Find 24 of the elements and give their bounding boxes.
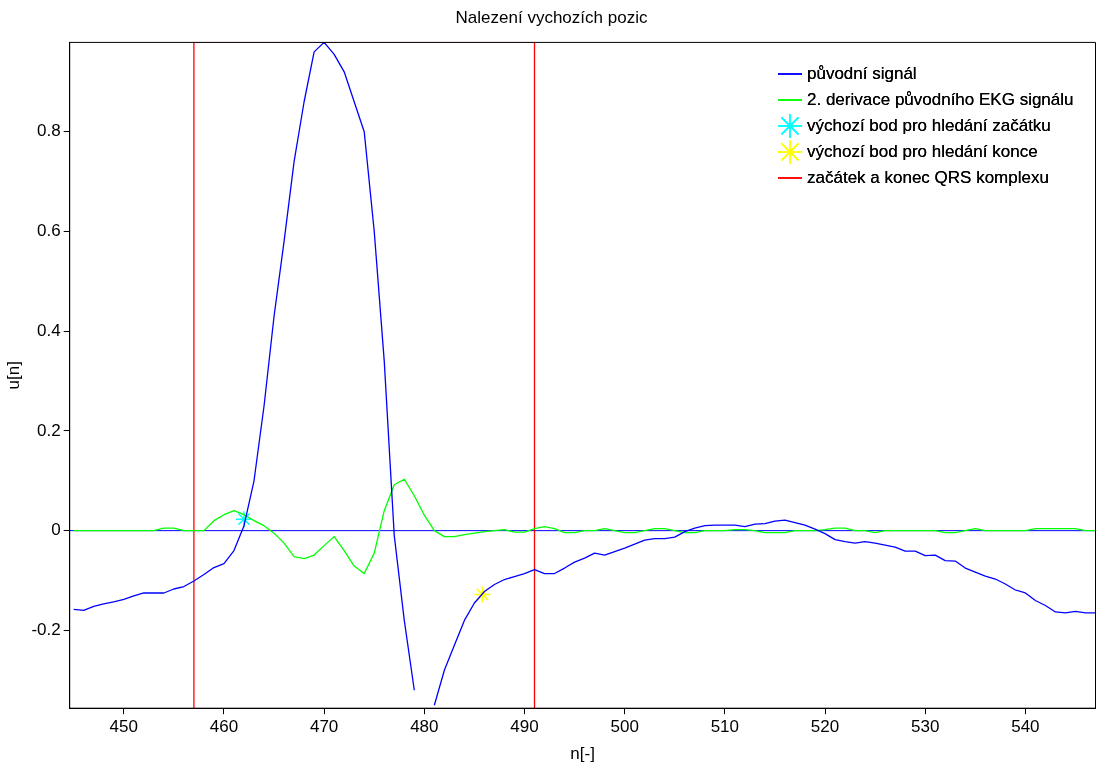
y-tick-label: 0.8 [37, 121, 61, 141]
x-tick-label: 530 [911, 717, 940, 737]
x-tick-label: 500 [610, 717, 639, 737]
chart-title: Nalezení vychozích pozic [455, 7, 648, 27]
y-axis-title: u[n] [3, 361, 23, 390]
legend-label: výchozí bod pro hledání konce [807, 141, 1038, 161]
y-tick-label: 0.4 [37, 320, 61, 340]
x-axis-title: n[-] [570, 744, 595, 764]
legend-label: původní signál [807, 63, 917, 83]
y-tick-label: -0.2 [31, 620, 61, 640]
x-tick-label: 540 [1011, 717, 1040, 737]
legend-label: 2. derivace původního EKG signálu [807, 89, 1074, 109]
y-tick-label: 0.2 [37, 420, 61, 440]
x-tick-label: 510 [710, 717, 740, 737]
legend-label: výchozí bod pro hledání začátku [807, 115, 1051, 135]
x-tick-label: 480 [410, 717, 439, 737]
x-tick-label: 450 [109, 717, 138, 737]
x-tick-label: 490 [510, 717, 539, 737]
y-tick-label: 0.6 [37, 221, 61, 241]
legend-label: začátek a konec QRS komplexu [807, 167, 1049, 187]
x-tick-label: 520 [810, 717, 840, 737]
x-tick-label: 460 [209, 717, 239, 737]
y-tick-label: 0 [51, 520, 61, 540]
x-tick-label: 470 [309, 717, 339, 737]
